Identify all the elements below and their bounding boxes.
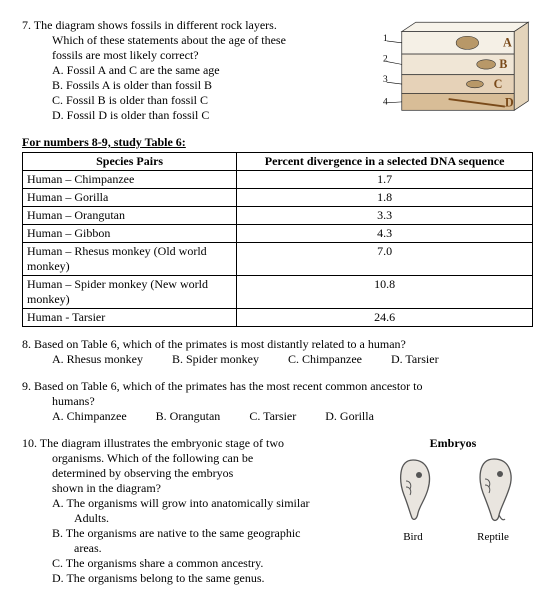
rock-layer-diagram: 1 2 3 4 A B C D xyxy=(383,18,533,122)
embryo-title: Embryos xyxy=(373,436,533,451)
pair-cell: Human – Gibbon xyxy=(23,225,237,243)
q7-option-c: C. Fossil B is older than fossil C xyxy=(52,93,383,108)
table-row: Human - Tarsier24.6 xyxy=(23,309,533,327)
q9-stem-line1: 9. Based on Table 6, which of the primat… xyxy=(22,379,533,394)
embryo-bird-label: Bird xyxy=(383,531,443,543)
q9-option-c: C. Tarsier xyxy=(249,409,296,424)
q9-option-b: B. Orangutan xyxy=(156,409,221,424)
table-row: Human – Gorilla1.8 xyxy=(23,189,533,207)
table6: Species Pairs Percent divergence in a se… xyxy=(22,152,533,327)
q8-option-a: A. Rhesus monkey xyxy=(52,352,143,367)
q7-stem-1: The diagram shows fossils in different r… xyxy=(34,18,277,32)
reptile-embryo-icon xyxy=(468,455,518,525)
val-cell: 24.6 xyxy=(237,309,533,327)
q9-options: A. Chimpanzee B. Orangutan C. Tarsier D.… xyxy=(52,409,533,424)
q8-option-b: B. Spider monkey xyxy=(172,352,259,367)
layer-label-d: D xyxy=(505,96,514,110)
q7-stem-line2: Which of these statements about the age … xyxy=(52,33,383,48)
q8-option-d: D. Tarsier xyxy=(391,352,439,367)
pair-cell: Human – Chimpanzee xyxy=(23,171,237,189)
q8-stem-text: Based on Table 6, which of the primates … xyxy=(34,337,406,351)
q8-number: 8. xyxy=(22,337,31,351)
table6-h2: Percent divergence in a selected DNA seq… xyxy=(237,153,533,171)
table-row: Human – Spider monkey (New world monkey)… xyxy=(23,276,533,309)
layer-num-3: 3 xyxy=(383,75,388,85)
table6-header-row: Species Pairs Percent divergence in a se… xyxy=(23,153,533,171)
q10-stem-line1: 10. The diagram illustrates the embryoni… xyxy=(22,436,373,451)
val-cell: 3.3 xyxy=(237,207,533,225)
q7-option-b: B. Fossils A is older than fossil B xyxy=(52,78,383,93)
val-cell: 7.0 xyxy=(237,243,533,276)
bird-embryo-icon xyxy=(388,455,438,525)
layer-num-1: 1 xyxy=(383,34,388,44)
q10-option-d: D. The organisms belong to the same genu… xyxy=(52,571,373,586)
pair-cell: Human – Spider monkey (New world monkey) xyxy=(23,276,237,309)
layer-label-a: A xyxy=(503,36,512,50)
table6-h1: Species Pairs xyxy=(23,153,237,171)
q10-stem-3: determined by observing the embryos xyxy=(52,466,373,481)
q7-option-d: D. Fossil D is older than fossil C xyxy=(52,108,383,123)
val-cell: 1.8 xyxy=(237,189,533,207)
question-9: 9. Based on Table 6, which of the primat… xyxy=(22,379,533,424)
pair-cell: Human – Gorilla xyxy=(23,189,237,207)
q10-option-b-l1: B. The organisms are native to the same … xyxy=(52,526,373,541)
q8-stem: 8. Based on Table 6, which of the primat… xyxy=(22,337,533,352)
layer-num-4: 4 xyxy=(383,98,388,108)
pair-cell: Human – Orangutan xyxy=(23,207,237,225)
table-row: Human – Chimpanzee1.7 xyxy=(23,171,533,189)
rock-layer-svg: 1 2 3 4 A B C D xyxy=(383,18,533,122)
q10-stem-1: The diagram illustrates the embryonic st… xyxy=(40,436,284,450)
question-7: 7. The diagram shows fossils in differen… xyxy=(22,18,533,123)
layer-label-b: B xyxy=(499,57,507,71)
table6-caption: For numbers 8-9, study Table 6: xyxy=(22,135,533,150)
val-cell: 10.8 xyxy=(237,276,533,309)
q10-stem-4: shown in the diagram? xyxy=(52,481,373,496)
embryo-diagram: Embryos Bird Reptile xyxy=(373,436,533,543)
val-cell: 1.7 xyxy=(237,171,533,189)
q7-text: 7. The diagram shows fossils in differen… xyxy=(22,18,383,123)
q10-stem-2: organisms. Which of the following can be xyxy=(52,451,373,466)
q9-stem-2: humans? xyxy=(52,394,533,409)
q10-number: 10. xyxy=(22,436,37,450)
q7-option-a: A. Fossil A and C are the same age xyxy=(52,63,383,78)
q7-stem-line3: fossils are most likely correct? xyxy=(52,48,383,63)
q10-option-a-l1: A. The organisms will grow into anatomic… xyxy=(52,496,373,511)
q9-number: 9. xyxy=(22,379,31,393)
pair-cell: Human - Tarsier xyxy=(23,309,237,327)
q10-option-a-l2: Adults. xyxy=(74,511,373,526)
pair-cell: Human – Rhesus monkey (Old world monkey) xyxy=(23,243,237,276)
embryo-reptile-label: Reptile xyxy=(463,531,523,543)
embryo-row: Bird Reptile xyxy=(373,455,533,543)
embryo-bird: Bird xyxy=(383,455,443,543)
q9-option-a: A. Chimpanzee xyxy=(52,409,127,424)
question-8: 8. Based on Table 6, which of the primat… xyxy=(22,337,533,367)
layer-num-2: 2 xyxy=(383,55,388,65)
q8-option-c: C. Chimpanzee xyxy=(288,352,362,367)
layer-label-c: C xyxy=(494,77,503,91)
embryo-reptile: Reptile xyxy=(463,455,523,543)
table-row: Human – Gibbon4.3 xyxy=(23,225,533,243)
q9-option-d: D. Gorilla xyxy=(325,409,374,424)
q7-stem-line1: 7. The diagram shows fossils in differen… xyxy=(22,18,383,33)
table-row: Human – Orangutan3.3 xyxy=(23,207,533,225)
val-cell: 4.3 xyxy=(237,225,533,243)
q9-stem-1: Based on Table 6, which of the primates … xyxy=(34,379,423,393)
q7-number: 7. xyxy=(22,18,31,32)
q10-option-b-l2: areas. xyxy=(74,541,373,556)
table-row: Human – Rhesus monkey (Old world monkey)… xyxy=(23,243,533,276)
q8-options: A. Rhesus monkey B. Spider monkey C. Chi… xyxy=(52,352,533,367)
